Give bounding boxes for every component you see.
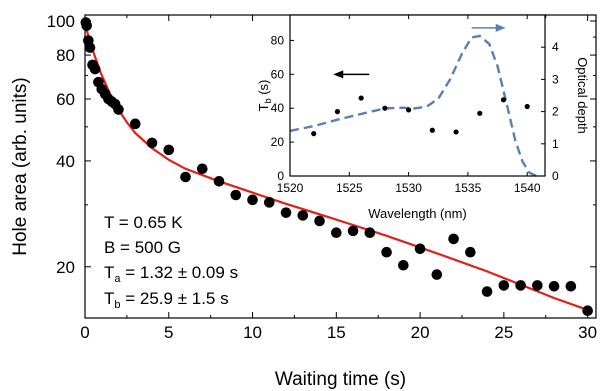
data-point bbox=[498, 280, 510, 291]
data-point bbox=[314, 215, 325, 227]
y-tick-label: 20 bbox=[56, 258, 75, 277]
tb-points-layer bbox=[311, 95, 530, 137]
inset-chart: 1520 1525 1530 1535 1540 0 20 40 60 80 0 1 2 3 4 Wavel… bbox=[256, 14, 590, 221]
data-point bbox=[381, 246, 392, 258]
x-tick-label: 30 bbox=[578, 323, 597, 342]
data-point bbox=[398, 259, 409, 271]
x-axis-label: Waiting time (s) bbox=[275, 369, 406, 390]
data-point bbox=[89, 63, 101, 75]
inset-background bbox=[290, 15, 545, 176]
optical-depth-curve bbox=[289, 34, 538, 178]
inset-x-tick-label: 1520 bbox=[277, 181, 304, 195]
inset-left-tick-label: 80 bbox=[271, 33, 285, 47]
data-point bbox=[364, 227, 376, 238]
inset-ticks: 1520 1525 1530 1535 1540 0 20 40 60 80 0 1 2 3 4 bbox=[271, 15, 559, 195]
data-point bbox=[431, 269, 443, 280]
y-tick-label: 100 bbox=[47, 12, 75, 31]
data-point bbox=[247, 194, 258, 206]
x-tick-label: 20 bbox=[411, 323, 430, 342]
tb-point bbox=[453, 129, 459, 135]
x-tick-label: 5 bbox=[164, 323, 173, 342]
tb-point bbox=[382, 105, 388, 111]
right-axis-arrow-head bbox=[495, 23, 506, 32]
inset-left-tick-label: 40 bbox=[271, 101, 285, 115]
inset-left-label-rest: (s) bbox=[256, 80, 271, 99]
annotation-block: T = 0.65 K B = 500 G Ta = 1.32 ± 0.09 s Tb … bbox=[104, 213, 238, 311]
data-point bbox=[146, 137, 158, 149]
data-point bbox=[263, 197, 275, 208]
inset-right-tick-label: 3 bbox=[552, 72, 559, 86]
data-point bbox=[163, 144, 175, 156]
data-point bbox=[347, 225, 359, 237]
inset-left-tick-label: 0 bbox=[277, 169, 284, 183]
data-point bbox=[331, 227, 342, 238]
data-point bbox=[465, 246, 476, 258]
x-tick-label: 15 bbox=[327, 323, 346, 342]
data-point bbox=[548, 280, 560, 292]
data-point bbox=[280, 207, 292, 218]
left-axis-arrow-head bbox=[333, 70, 344, 79]
annotation-Ta: Ta = 1.32 ± 0.09 s bbox=[104, 263, 238, 285]
tb-point bbox=[334, 109, 341, 115]
optical-depth-curve-layer bbox=[289, 34, 538, 178]
annotation-B: B = 500 G bbox=[104, 238, 181, 257]
data-point bbox=[414, 243, 426, 255]
data-point bbox=[515, 280, 526, 291]
annotation-Tb: Tb = 25.9 ± 1.5 s bbox=[104, 289, 229, 311]
x-tick-label: 10 bbox=[243, 323, 262, 342]
inset-x-tick-label: 1525 bbox=[336, 181, 363, 195]
y-tick-label: 80 bbox=[56, 46, 75, 65]
inset-left-label-sub: b bbox=[263, 98, 273, 103]
inset-x-tick-label: 1530 bbox=[395, 181, 422, 195]
fit-curve-layer bbox=[83, 23, 593, 313]
inset-left-label-main: T bbox=[256, 103, 271, 111]
data-point bbox=[113, 104, 124, 115]
inset-x-tick-label: 1535 bbox=[455, 181, 482, 195]
data-point bbox=[297, 210, 309, 221]
data-point bbox=[230, 189, 242, 201]
tb-point bbox=[477, 110, 483, 116]
y-axis-label: Hole area (arb. units) bbox=[10, 77, 31, 255]
inset-right-tick-label: 2 bbox=[552, 105, 559, 119]
data-point bbox=[448, 233, 459, 245]
data-point bbox=[532, 280, 543, 291]
data-point bbox=[81, 20, 92, 31]
inset-right-tick-label: 0 bbox=[552, 169, 559, 183]
data-point bbox=[180, 171, 191, 183]
inset-right-tick-label: 1 bbox=[552, 137, 559, 151]
tb-point bbox=[500, 97, 507, 103]
tb-point bbox=[406, 107, 412, 113]
tb-point bbox=[524, 103, 530, 110]
y-tick-label: 40 bbox=[56, 152, 75, 171]
inset-plot-frame bbox=[289, 14, 546, 177]
data-point bbox=[582, 305, 593, 317]
inset-arrows bbox=[333, 23, 506, 79]
annotation-T: T = 0.65 K bbox=[104, 213, 183, 232]
inset-right-tick-label: 4 bbox=[552, 40, 559, 54]
y-tick-label: 60 bbox=[56, 90, 75, 109]
data-point bbox=[84, 42, 96, 53]
tb-point bbox=[429, 127, 435, 133]
data-point bbox=[213, 176, 225, 187]
fit-curve bbox=[83, 23, 593, 313]
data-point bbox=[481, 286, 493, 297]
data-point bbox=[196, 163, 208, 175]
x-tick-label: 25 bbox=[494, 323, 513, 342]
x-tick-label: 0 bbox=[80, 323, 89, 342]
inset-x-tick-label: 1540 bbox=[514, 181, 541, 195]
data-point bbox=[129, 118, 141, 130]
data-point bbox=[565, 280, 577, 292]
inset-right-axis-label: Optical depth bbox=[575, 57, 590, 134]
inset-left-tick-label: 60 bbox=[271, 67, 285, 81]
tb-point bbox=[358, 95, 364, 101]
inset-left-axis-label: Tb (s) bbox=[256, 80, 273, 112]
inset-x-axis-label: Wavelength (nm) bbox=[368, 206, 467, 221]
tb-point bbox=[311, 131, 317, 137]
data-points-layer bbox=[80, 17, 593, 317]
inset-left-tick-label: 20 bbox=[271, 135, 285, 149]
